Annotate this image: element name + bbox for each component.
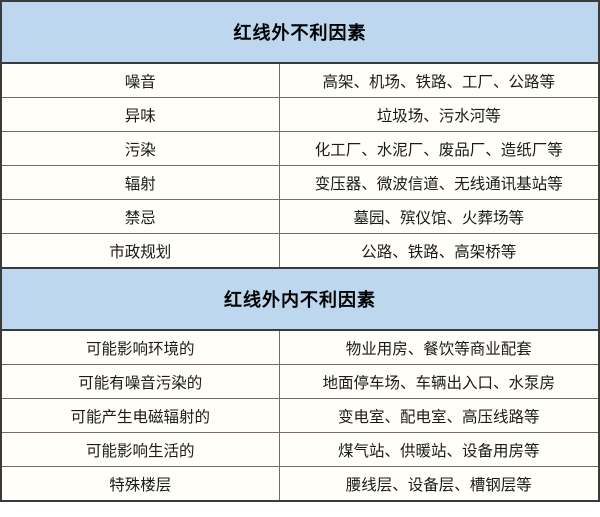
table-row: 禁忌 墓园、殡仪馆、火葬场等: [0, 199, 600, 234]
factor-label: 市政规划: [0, 233, 280, 269]
table-row: 噪音 高架、机场、铁路、工厂、公路等: [0, 62, 600, 98]
factor-label: 禁忌: [0, 199, 280, 234]
table-row: 可能影响生活的 煤气站、供暖站、设备用房等: [0, 432, 600, 467]
section-2-header-row: 红线外内不利因素: [0, 267, 600, 331]
factor-value: 高架、机场、铁路、工厂、公路等: [278, 62, 600, 98]
factor-label: 可能有噪音污染的: [0, 364, 280, 399]
factor-value: 地面停车场、车辆出入口、水泵房: [278, 364, 600, 399]
factor-label: 可能产生电磁辐射的: [0, 398, 280, 433]
unfavorable-factors-table: 红线外不利因素 噪音 高架、机场、铁路、工厂、公路等 异味 垃圾场、污水河等 污…: [0, 0, 600, 502]
factor-value: 变电室、配电室、高压线路等: [278, 398, 600, 433]
table-row: 可能产生电磁辐射的 变电室、配电室、高压线路等: [0, 398, 600, 433]
table-row: 特殊楼层 腰线层、设备层、槽钢层等: [0, 466, 600, 502]
factor-label: 可能影响生活的: [0, 432, 280, 467]
section-1-title: 红线外不利因素: [0, 0, 600, 64]
factor-value: 腰线层、设备层、槽钢层等: [278, 466, 600, 502]
section-1-header-row: 红线外不利因素: [0, 0, 600, 64]
factor-value: 墓园、殡仪馆、火葬场等: [278, 199, 600, 234]
table-row: 可能有噪音污染的 地面停车场、车辆出入口、水泵房: [0, 364, 600, 399]
table-row: 污染 化工厂、水泥厂、废品厂、造纸厂等: [0, 131, 600, 166]
factor-value: 变压器、微波信道、无线通讯基站等: [278, 165, 600, 200]
factor-label: 辐射: [0, 165, 280, 200]
factor-value: 煤气站、供暖站、设备用房等: [278, 432, 600, 467]
factor-label: 噪音: [0, 62, 280, 98]
factor-value: 垃圾场、污水河等: [278, 97, 600, 132]
factor-value: 物业用房、餐饮等商业配套: [278, 329, 600, 365]
table-row: 可能影响环境的 物业用房、餐饮等商业配套: [0, 329, 600, 365]
factor-label: 污染: [0, 131, 280, 166]
factor-label: 可能影响环境的: [0, 329, 280, 365]
factor-value: 化工厂、水泥厂、废品厂、造纸厂等: [278, 131, 600, 166]
section-2-title: 红线外内不利因素: [0, 267, 600, 331]
table-row: 辐射 变压器、微波信道、无线通讯基站等: [0, 165, 600, 200]
factor-value: 公路、铁路、高架桥等: [278, 233, 600, 269]
table-row: 市政规划 公路、铁路、高架桥等: [0, 233, 600, 269]
table-row: 异味 垃圾场、污水河等: [0, 97, 600, 132]
factor-label: 特殊楼层: [0, 466, 280, 502]
factor-label: 异味: [0, 97, 280, 132]
